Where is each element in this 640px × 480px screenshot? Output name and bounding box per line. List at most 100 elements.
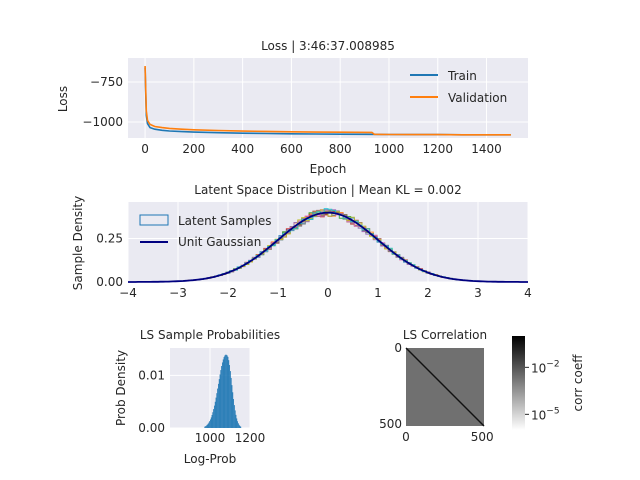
latent-x-tick-label: 1	[374, 286, 382, 300]
logprob-bar	[235, 414, 237, 428]
loss-y-tick-label: −1000	[82, 115, 123, 129]
logprob-bar	[228, 360, 230, 428]
logprob-bar	[223, 357, 225, 428]
loss-chart-title: Loss | 3:46:37.008985	[261, 39, 395, 53]
latent-x-tick-label: 4	[524, 286, 532, 300]
logprob-bar	[213, 409, 214, 428]
loss-x-tick-label: 400	[231, 142, 254, 156]
logprob-bar	[230, 371, 231, 428]
colorbar-tick-label: 10−2	[531, 359, 560, 375]
loss-x-tick-label: 0	[141, 142, 149, 156]
logprob-bar	[226, 355, 228, 428]
latent-x-tick-label: 3	[474, 286, 482, 300]
latent-x-ticks: −4 −3 −2 −1 0 1 2 3 4	[119, 286, 532, 300]
logprob-x-axis-label: Log-Prob	[184, 452, 236, 466]
logprob-bar	[210, 417, 212, 428]
loss-y-axis-label: Loss	[56, 86, 70, 112]
latent-legend: Latent Samples Unit Gaussian	[139, 214, 272, 249]
logprob-bar	[222, 362, 223, 428]
logprob-bar	[212, 412, 214, 428]
colorbar-ticks: 10−2 10−5	[525, 359, 560, 422]
loss-x-tick-label: 1400	[471, 142, 502, 156]
logprob-bar	[226, 354, 227, 428]
loss-grid	[128, 58, 528, 138]
unit-gaussian-line	[128, 211, 528, 283]
logprob-x-tick-label: 1000	[195, 431, 226, 445]
latent-y-tick-label: 0.25	[96, 232, 123, 246]
logprob-x-tick-label: 1200	[235, 431, 266, 445]
legend-swatch-latent-samples	[139, 214, 169, 226]
legend-label-train: Train	[447, 69, 477, 83]
latent-distribution-chart: −4 −3 −2 −1 0 1 2 3 4 0.00 0.25 Latent Space Dist…	[71, 183, 532, 300]
colorbar	[512, 336, 525, 430]
logprob-y-tick-label: 0.00	[138, 421, 165, 435]
correlation-x-tick-label: 500	[471, 430, 494, 444]
logprob-bar	[221, 366, 222, 428]
loss-legend: Train Validation	[410, 69, 507, 105]
legend-label-validation: Validation	[448, 91, 507, 105]
sample-probabilities-chart: 1000 1200 0.00 0.01 LS Sample Probabilitie…	[114, 328, 280, 466]
latent-y-axis-label: Sample Density	[71, 196, 85, 290]
logprob-bar	[217, 388, 218, 428]
latent-y-tick-label: 0.00	[96, 275, 123, 289]
logprob-bar	[238, 423, 239, 428]
logprob-chart-title: LS Sample Probabilities	[140, 328, 280, 342]
logprob-bar	[219, 374, 221, 428]
correlation-chart-title: LS Correlation	[403, 328, 487, 342]
logprob-bar	[205, 426, 206, 428]
logprob-histogram	[204, 354, 242, 428]
logprob-bar	[222, 359, 224, 428]
logprob-bar	[218, 379, 220, 428]
logprob-bar	[231, 385, 233, 428]
loss-y-tick-label: −750	[90, 75, 123, 89]
loss-x-tick-label: 200	[182, 142, 205, 156]
logprob-bar	[234, 410, 236, 428]
correlation-x-tick-label: 0	[402, 430, 410, 444]
logprob-y-tick-label: 0.01	[138, 368, 165, 382]
colorbar-tick-label: 10−5	[531, 406, 560, 422]
logprob-bar	[236, 418, 238, 428]
logprob-bar	[220, 370, 222, 428]
logprob-bar	[204, 426, 206, 428]
logprob-x-ticks: 1000 1200	[195, 431, 266, 445]
logprob-bar	[218, 383, 219, 428]
loss-plot-area	[128, 58, 528, 138]
logprob-bar	[215, 397, 217, 428]
latent-chart-title: Latent Space Distribution | Mean KL = 0.…	[194, 183, 461, 197]
logprob-y-ticks: 0.00 0.01	[138, 368, 165, 435]
logprob-bar	[209, 421, 210, 428]
loss-x-axis-label: Epoch	[310, 162, 347, 176]
latent-x-tick-label: 0	[324, 286, 332, 300]
logprob-bar	[237, 421, 238, 428]
loss-x-tick-label: 600	[280, 142, 303, 156]
loss-x-ticks: 0 200 400 600 800 1000 1200 1400	[141, 142, 502, 156]
logprob-bar	[206, 424, 208, 428]
logprob-bar	[211, 415, 213, 428]
latent-x-tick-label: −4	[119, 286, 137, 300]
logprob-bar	[230, 377, 232, 428]
logprob-bar	[229, 365, 230, 428]
legend-label-unit-gaussian: Unit Gaussian	[178, 235, 261, 249]
correlation-y-tick-label: 0	[394, 341, 402, 355]
latent-x-tick-label: −1	[269, 286, 287, 300]
logprob-bar	[214, 401, 216, 428]
correlation-diagonal	[405, 347, 485, 427]
latent-x-tick-label: 2	[424, 286, 432, 300]
logprob-bar	[224, 355, 226, 428]
loss-y-ticks: −750 −1000	[82, 75, 123, 129]
loss-x-tick-label: 800	[329, 142, 352, 156]
latent-x-tick-label: −2	[219, 286, 237, 300]
loss-x-tick-label: 1200	[422, 142, 453, 156]
unit-gaussian-curve	[128, 211, 528, 283]
logprob-bar	[207, 423, 209, 428]
correlation-y-tick-label: 500	[379, 417, 402, 431]
logprob-bar	[234, 405, 235, 428]
latent-y-ticks: 0.00 0.25	[96, 232, 123, 289]
logprob-bar	[238, 424, 240, 428]
logprob-bar	[227, 356, 229, 428]
logprob-bar	[210, 419, 211, 428]
logprob-bar	[225, 354, 226, 428]
